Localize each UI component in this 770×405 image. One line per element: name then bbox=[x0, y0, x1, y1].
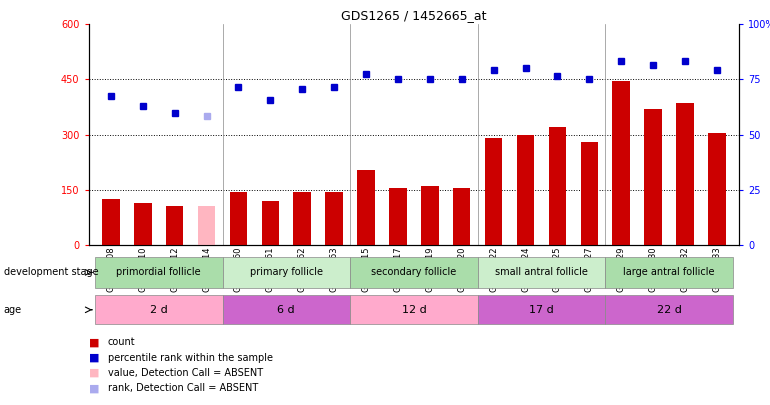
Text: age: age bbox=[4, 305, 22, 315]
Bar bbox=[605, 295, 733, 324]
Text: large antral follicle: large antral follicle bbox=[623, 267, 715, 277]
Text: ■: ■ bbox=[89, 384, 99, 393]
Text: 12 d: 12 d bbox=[401, 305, 427, 315]
Bar bbox=[95, 295, 223, 324]
Bar bbox=[612, 81, 630, 245]
Text: primordial follicle: primordial follicle bbox=[116, 267, 201, 277]
Bar bbox=[644, 109, 662, 245]
Bar bbox=[229, 192, 247, 245]
Bar bbox=[198, 207, 216, 245]
Text: rank, Detection Call = ABSENT: rank, Detection Call = ABSENT bbox=[108, 384, 258, 393]
Text: development stage: development stage bbox=[4, 267, 99, 277]
Text: 6 d: 6 d bbox=[277, 305, 295, 315]
Bar bbox=[102, 199, 119, 245]
Bar bbox=[326, 192, 343, 245]
Text: ■: ■ bbox=[89, 353, 99, 362]
Bar bbox=[605, 257, 733, 288]
Bar bbox=[708, 133, 725, 245]
Bar bbox=[134, 203, 152, 245]
Bar bbox=[477, 257, 605, 288]
Bar bbox=[293, 192, 311, 245]
Text: primary follicle: primary follicle bbox=[249, 267, 323, 277]
Bar bbox=[581, 142, 598, 245]
Text: ■: ■ bbox=[89, 368, 99, 378]
Bar bbox=[485, 139, 502, 245]
Bar bbox=[676, 103, 694, 245]
Text: ■: ■ bbox=[89, 337, 99, 347]
Bar bbox=[549, 127, 566, 245]
Text: 22 d: 22 d bbox=[657, 305, 681, 315]
Bar bbox=[389, 188, 407, 245]
Bar bbox=[421, 186, 439, 245]
Title: GDS1265 / 1452665_at: GDS1265 / 1452665_at bbox=[341, 9, 487, 22]
Bar bbox=[223, 295, 350, 324]
Bar bbox=[477, 295, 605, 324]
Text: small antral follicle: small antral follicle bbox=[495, 267, 588, 277]
Text: 2 d: 2 d bbox=[150, 305, 168, 315]
Text: percentile rank within the sample: percentile rank within the sample bbox=[108, 353, 273, 362]
Bar bbox=[262, 201, 279, 245]
Text: value, Detection Call = ABSENT: value, Detection Call = ABSENT bbox=[108, 368, 263, 378]
Text: count: count bbox=[108, 337, 136, 347]
Bar bbox=[517, 134, 534, 245]
Bar bbox=[223, 257, 350, 288]
Bar bbox=[350, 295, 477, 324]
Bar bbox=[453, 188, 470, 245]
Text: 17 d: 17 d bbox=[529, 305, 554, 315]
Bar bbox=[350, 257, 477, 288]
Bar bbox=[357, 170, 375, 245]
Bar bbox=[166, 207, 183, 245]
Bar bbox=[95, 257, 223, 288]
Text: secondary follicle: secondary follicle bbox=[371, 267, 457, 277]
